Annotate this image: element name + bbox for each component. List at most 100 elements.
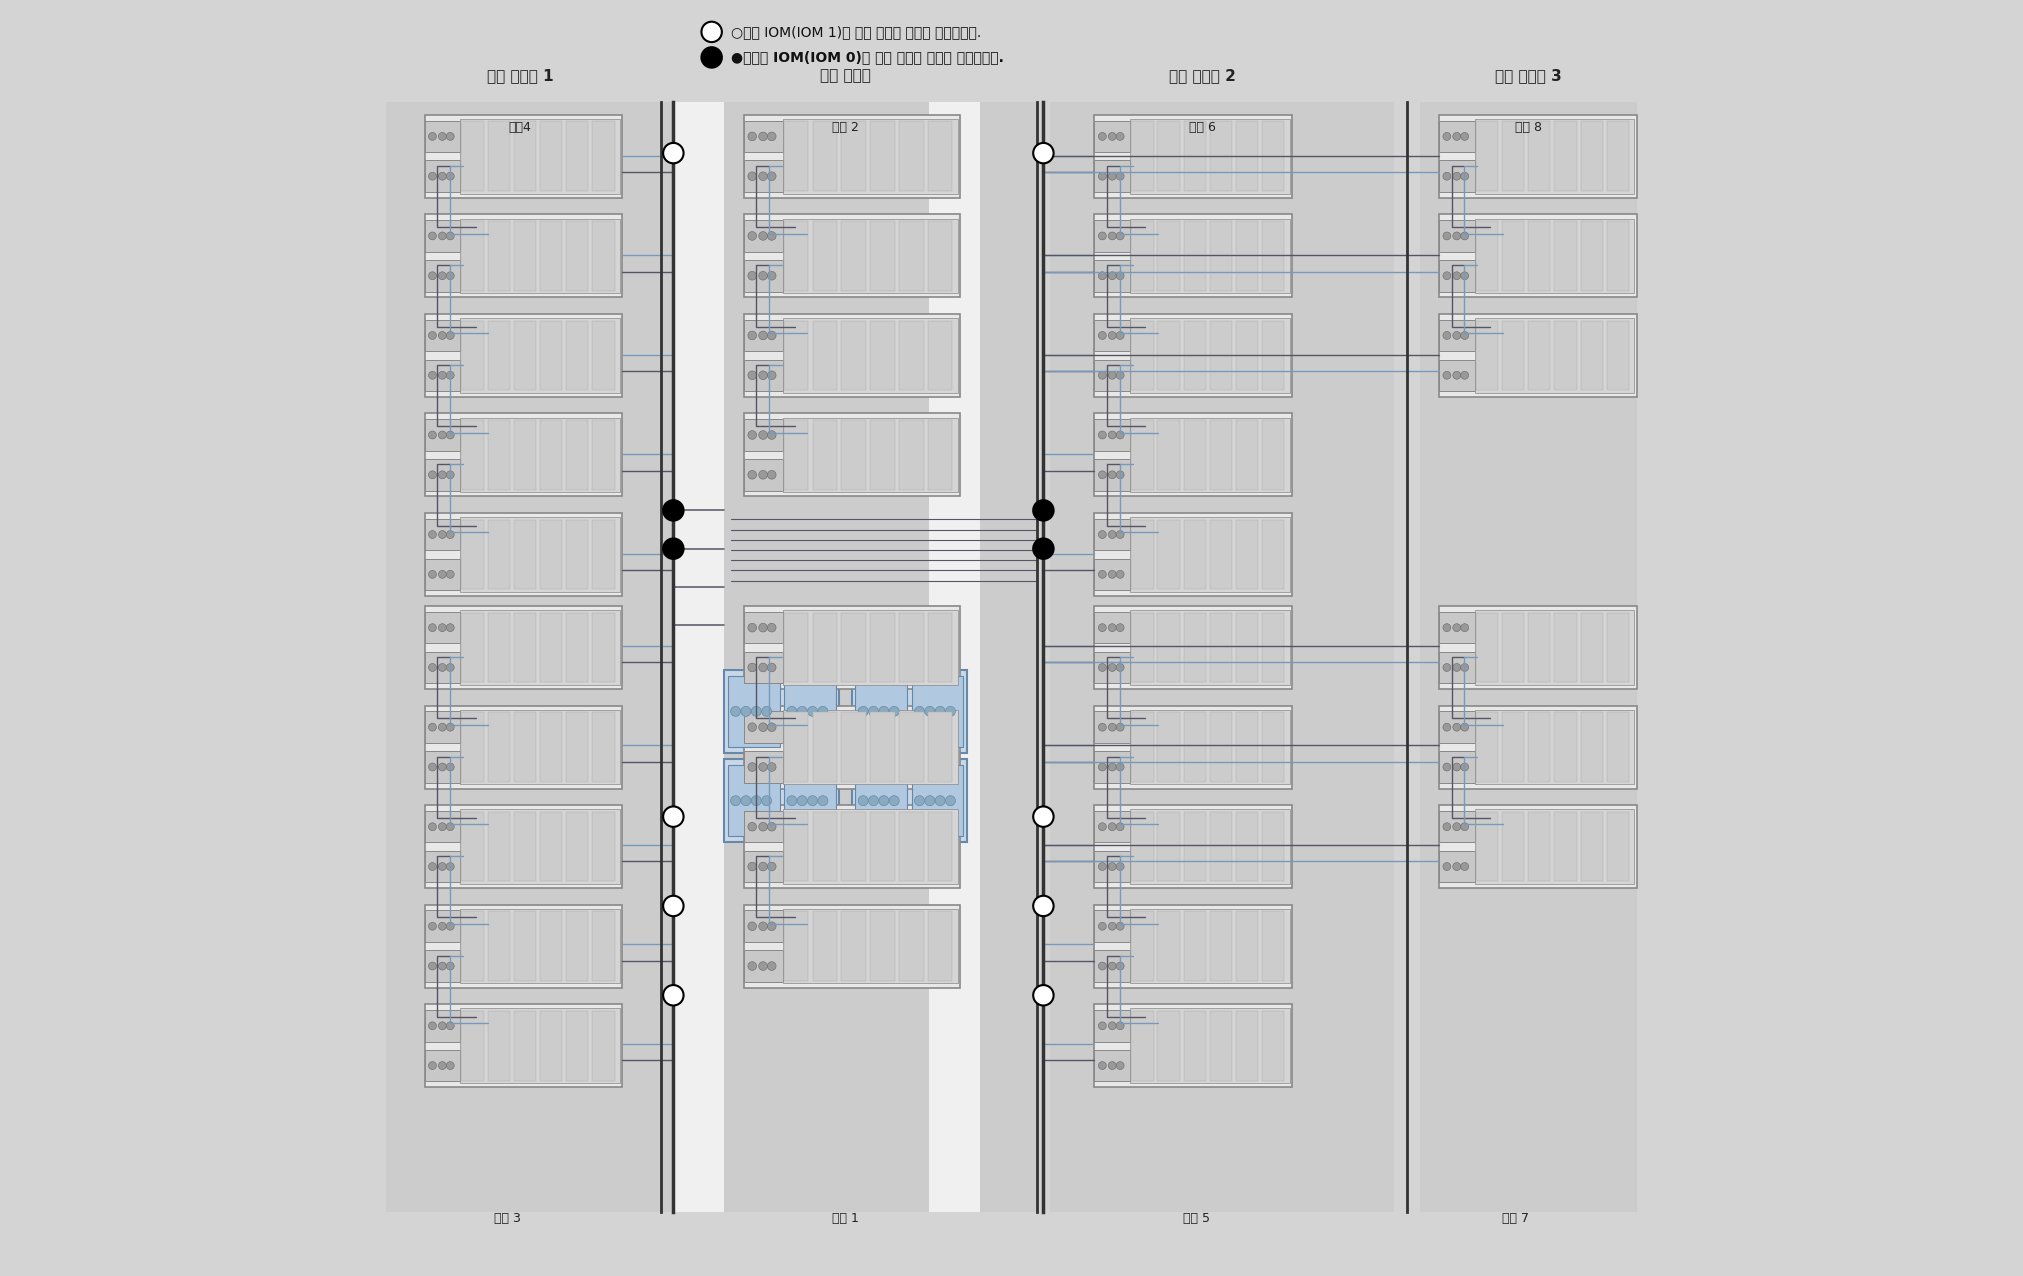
Circle shape	[1098, 531, 1107, 538]
Bar	[1210, 420, 1232, 490]
Circle shape	[759, 172, 767, 181]
Bar	[1438, 752, 1475, 782]
Circle shape	[1109, 431, 1117, 439]
Bar	[461, 812, 483, 882]
Circle shape	[447, 962, 455, 970]
Circle shape	[767, 722, 777, 731]
Bar	[783, 121, 809, 191]
Bar	[1477, 121, 1499, 191]
Circle shape	[439, 823, 447, 831]
Bar	[744, 320, 783, 351]
Circle shape	[751, 796, 761, 805]
Bar	[898, 612, 925, 683]
Bar	[1501, 221, 1523, 291]
Bar	[459, 119, 619, 194]
Bar	[1131, 909, 1291, 984]
Bar	[1094, 752, 1131, 782]
Bar	[1094, 905, 1293, 988]
Bar	[1131, 709, 1291, 785]
Bar	[783, 911, 809, 981]
Circle shape	[797, 796, 807, 805]
Bar	[425, 459, 459, 490]
Circle shape	[767, 172, 777, 181]
Bar	[425, 812, 459, 842]
Circle shape	[439, 664, 447, 671]
Circle shape	[447, 232, 455, 240]
Circle shape	[730, 707, 740, 716]
Bar	[1131, 121, 1153, 191]
Bar	[425, 752, 459, 782]
Bar	[1438, 606, 1637, 689]
Bar	[514, 911, 536, 981]
Bar	[852, 670, 967, 753]
Circle shape	[1117, 332, 1125, 339]
Bar	[1438, 121, 1475, 152]
Circle shape	[439, 531, 447, 538]
Circle shape	[1453, 172, 1461, 180]
Bar	[566, 420, 589, 490]
Bar	[744, 905, 961, 988]
Bar	[1606, 712, 1629, 782]
Bar	[1157, 812, 1179, 882]
Bar	[425, 805, 623, 888]
Circle shape	[1098, 371, 1107, 379]
Circle shape	[429, 763, 437, 771]
Circle shape	[1109, 332, 1117, 339]
Bar	[1094, 115, 1293, 198]
Bar	[540, 320, 562, 390]
Bar	[1438, 260, 1475, 291]
Bar	[1183, 121, 1206, 191]
Bar	[1210, 320, 1232, 390]
Bar	[1554, 712, 1576, 782]
Circle shape	[1453, 272, 1461, 279]
Bar	[744, 752, 783, 782]
Bar	[1094, 413, 1293, 496]
Circle shape	[1098, 133, 1107, 140]
Circle shape	[447, 1022, 455, 1030]
Circle shape	[730, 796, 740, 805]
Circle shape	[1442, 823, 1450, 831]
Bar	[842, 121, 866, 191]
Circle shape	[1098, 471, 1107, 478]
Circle shape	[702, 47, 722, 68]
Bar	[744, 214, 961, 297]
Circle shape	[858, 796, 868, 805]
Bar	[1183, 519, 1206, 590]
Bar	[929, 121, 953, 191]
Circle shape	[1034, 806, 1054, 827]
Bar	[813, 612, 838, 683]
Bar	[593, 519, 615, 590]
Circle shape	[447, 624, 455, 632]
Bar	[425, 652, 459, 683]
Text: 확장 케비닛 2: 확장 케비닛 2	[1169, 68, 1236, 83]
Bar	[1131, 809, 1291, 884]
Circle shape	[1461, 863, 1469, 870]
Circle shape	[429, 471, 437, 478]
Bar	[1527, 221, 1550, 291]
Circle shape	[429, 624, 437, 632]
Bar	[744, 161, 783, 191]
Circle shape	[439, 1022, 447, 1030]
Bar	[593, 1011, 615, 1081]
Bar	[856, 766, 906, 836]
Circle shape	[890, 796, 898, 805]
Circle shape	[858, 707, 868, 716]
Bar	[1094, 805, 1293, 888]
Bar	[842, 712, 866, 782]
Circle shape	[1098, 1062, 1107, 1069]
Bar	[728, 676, 779, 746]
Bar	[459, 809, 619, 884]
Circle shape	[749, 664, 757, 671]
Bar	[1438, 214, 1637, 297]
Bar	[1554, 612, 1576, 683]
Bar	[744, 712, 783, 743]
Circle shape	[447, 823, 455, 831]
Bar	[929, 911, 953, 981]
Circle shape	[749, 131, 757, 140]
Bar	[1477, 320, 1499, 390]
Bar	[1527, 612, 1550, 683]
Bar	[898, 712, 925, 782]
Bar	[870, 420, 894, 490]
Bar	[1262, 1011, 1285, 1081]
Bar	[653, 102, 1038, 1212]
